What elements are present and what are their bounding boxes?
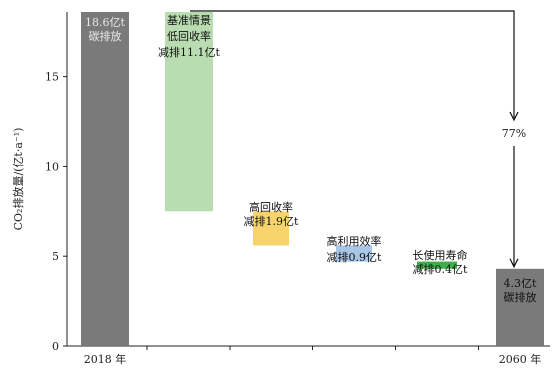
bar-label-line: 4.3亿t <box>504 277 537 290</box>
bars <box>81 12 544 346</box>
x-tick-label: 2018 年 <box>84 352 127 366</box>
y-tick-label: 10 <box>45 160 59 173</box>
y-axis-label: CO₂排放量/(亿t·a⁻¹) <box>11 128 25 231</box>
bar-high-recycling <box>253 211 289 246</box>
flow-arrowhead-top <box>509 111 519 122</box>
bar-label-line: 低回收率 <box>167 29 211 43</box>
bar-label-line: 减排1.9亿t <box>244 214 299 228</box>
bar-label-line: 18.6亿t <box>85 16 125 29</box>
flow-line-top <box>190 10 515 118</box>
bar-label-line: 碳排放 <box>89 29 122 43</box>
y-tick-label: 15 <box>45 71 59 84</box>
bar-label-end: 4.3亿t 碳排放 <box>504 277 538 304</box>
bar-long-life <box>417 261 457 269</box>
bar-label-line: 减排0.9亿t <box>327 250 382 264</box>
bar-label-line: 长使用寿命 <box>413 248 468 262</box>
bar-label-long-life: 长使用寿命减排0.4亿t <box>413 248 469 276</box>
bar-label-line: 减排11.1亿t <box>158 45 220 59</box>
bar-label-high-recycling: 高回收率减排1.9亿t <box>244 200 299 228</box>
x-tick-label: 2060 年 <box>499 352 542 366</box>
bar-high-efficiency <box>336 245 372 262</box>
y-tick-label: 5 <box>52 250 59 263</box>
bar-label-line: 减排0.4亿t <box>413 262 468 276</box>
y-axis-label-group: CO₂排放量/(亿t·a⁻¹) <box>11 128 25 231</box>
bar-label-line: 基准情景 <box>167 14 211 27</box>
bar-end <box>496 268 544 346</box>
bar-label-start: 18.6亿t 碳排放 <box>85 16 125 43</box>
bar-label-line: 碳排放 <box>504 290 537 304</box>
reduction-flow <box>190 10 519 269</box>
y-tick-label: 0 <box>52 340 59 353</box>
axes: 0 5 10 15 2018 年 2060 年 <box>45 12 550 366</box>
reduction-percentage: 77% <box>502 127 526 140</box>
bar-label-line: 高回收率 <box>249 200 293 214</box>
bar-baseline-recycling <box>165 12 213 212</box>
flow-arrowhead-bottom <box>509 258 519 269</box>
bar-labels: 18.6亿t 碳排放基准情景低回收率减排11.1亿t高回收率减排1.9亿t高利用效… <box>85 14 537 304</box>
bar-label-line: 高利用效率 <box>327 234 382 248</box>
bar-start <box>81 12 129 346</box>
bar-label-baseline-recycling: 基准情景低回收率减排11.1亿t <box>158 14 220 59</box>
bar-label-high-efficiency: 高利用效率减排0.9亿t <box>327 234 383 264</box>
